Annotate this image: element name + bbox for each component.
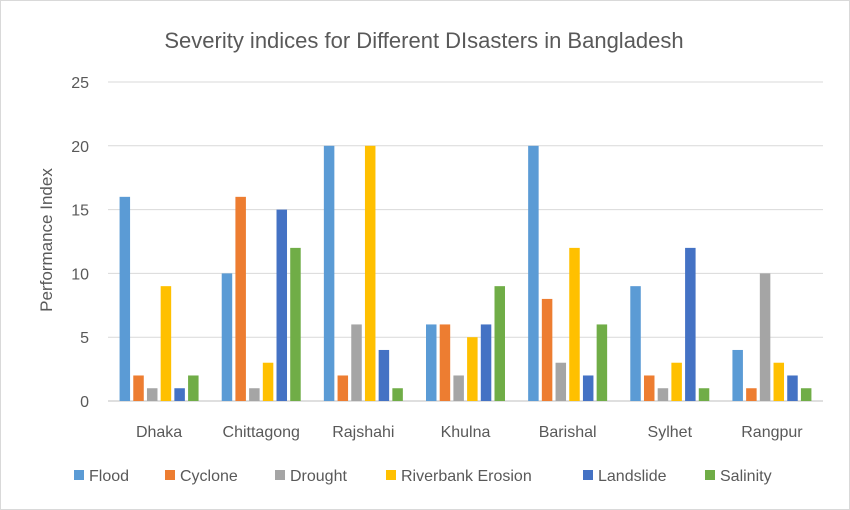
- legend-swatch: [386, 470, 396, 480]
- bar-flood-khulna: [426, 324, 437, 401]
- bar-riverbank-erosion-dhaka: [160, 286, 172, 401]
- bar-riverbank-erosion-barishal: [569, 247, 580, 401]
- bar-cyclone-barishal: [541, 298, 553, 401]
- legend: Flood Cyclone Drought Riverbank Erosion Land…: [74, 468, 772, 485]
- y-tick-label: 20: [71, 139, 89, 156]
- bar-salinity-barishal: [596, 324, 608, 401]
- legend-label: Flood: [89, 468, 129, 485]
- x-tick-label: Sylhet: [648, 424, 693, 441]
- legend-label: Salinity: [720, 468, 772, 485]
- legend-label: Drought: [290, 468, 347, 485]
- bar-flood-chittagong: [221, 273, 233, 401]
- bar-cyclone-chittagong: [235, 196, 246, 401]
- y-tick-label: 25: [71, 75, 89, 92]
- bar-salinity-dhaka: [188, 375, 199, 401]
- bar-drought-rajshahi: [351, 324, 362, 401]
- bar-cyclone-dhaka: [133, 375, 144, 401]
- bar-cyclone-rajshahi: [337, 375, 349, 401]
- bar-cyclone-khulna: [439, 324, 451, 401]
- legend-label: Riverbank Erosion: [401, 468, 532, 485]
- bar-cyclone-rangpur: [746, 388, 757, 401]
- bar-salinity-rangpur: [800, 388, 812, 401]
- legend-label: Landslide: [598, 468, 667, 485]
- legend-swatch: [705, 470, 715, 480]
- bar-drought-khulna: [453, 375, 464, 401]
- x-tick-label: Rajshahi: [332, 424, 394, 441]
- legend-swatch: [165, 470, 175, 480]
- bar-drought-barishal: [555, 362, 567, 401]
- bar-landslide-chittagong: [276, 209, 288, 401]
- bar-riverbank-erosion-sylhet: [671, 362, 682, 401]
- y-axis-label: Performance Index: [37, 168, 56, 312]
- bar-salinity-khulna: [494, 286, 505, 401]
- bar-flood-sylhet: [630, 286, 641, 401]
- x-axis-ticks: Dhaka Chittagong Rajshahi Khulna Barishal Syl…: [136, 424, 803, 441]
- x-tick-label: Rangpur: [741, 424, 803, 441]
- bar-drought-rangpur: [759, 273, 771, 401]
- bar-flood-dhaka: [119, 196, 131, 401]
- bar-landslide-sylhet: [685, 247, 696, 401]
- legend-swatch: [583, 470, 593, 480]
- bars: [119, 145, 812, 401]
- bar-landslide-rangpur: [787, 375, 798, 401]
- y-tick-label: 10: [71, 266, 89, 283]
- legend-swatch: [74, 470, 84, 480]
- x-tick-label: Dhaka: [136, 424, 182, 441]
- bar-drought-dhaka: [146, 388, 158, 401]
- y-tick-label: 15: [71, 203, 89, 220]
- chart-title: Severity indices for Different DIsasters…: [164, 28, 683, 53]
- bar-flood-rangpur: [732, 349, 743, 401]
- legend-label: Cyclone: [180, 468, 238, 485]
- bar-salinity-sylhet: [698, 388, 710, 401]
- x-tick-label: Barishal: [539, 424, 597, 441]
- bar-cyclone-sylhet: [643, 375, 655, 401]
- y-tick-label: 0: [80, 394, 89, 411]
- bar-salinity-rajshahi: [392, 388, 403, 401]
- bar-landslide-rajshahi: [378, 349, 390, 401]
- bar-riverbank-erosion-rangpur: [773, 362, 785, 401]
- bar-riverbank-erosion-khulna: [467, 337, 478, 401]
- bar-landslide-barishal: [582, 375, 594, 401]
- y-axis-ticks: 0 5 10 15 20 25: [71, 75, 89, 411]
- bar-drought-sylhet: [657, 388, 669, 401]
- bar-salinity-chittagong: [290, 247, 301, 401]
- bar-landslide-khulna: [480, 324, 492, 401]
- gridlines: [108, 81, 823, 402]
- bar-riverbank-erosion-chittagong: [262, 362, 274, 401]
- bar-riverbank-erosion-rajshahi: [364, 145, 376, 401]
- x-tick-label: Khulna: [441, 424, 491, 441]
- bar-flood-rajshahi: [323, 145, 335, 401]
- y-tick-label: 5: [80, 330, 89, 347]
- bar-flood-barishal: [528, 145, 539, 401]
- legend-swatch: [275, 470, 285, 480]
- bar-drought-chittagong: [249, 388, 260, 401]
- bar-landslide-dhaka: [174, 388, 185, 401]
- x-tick-label: Chittagong: [223, 424, 300, 441]
